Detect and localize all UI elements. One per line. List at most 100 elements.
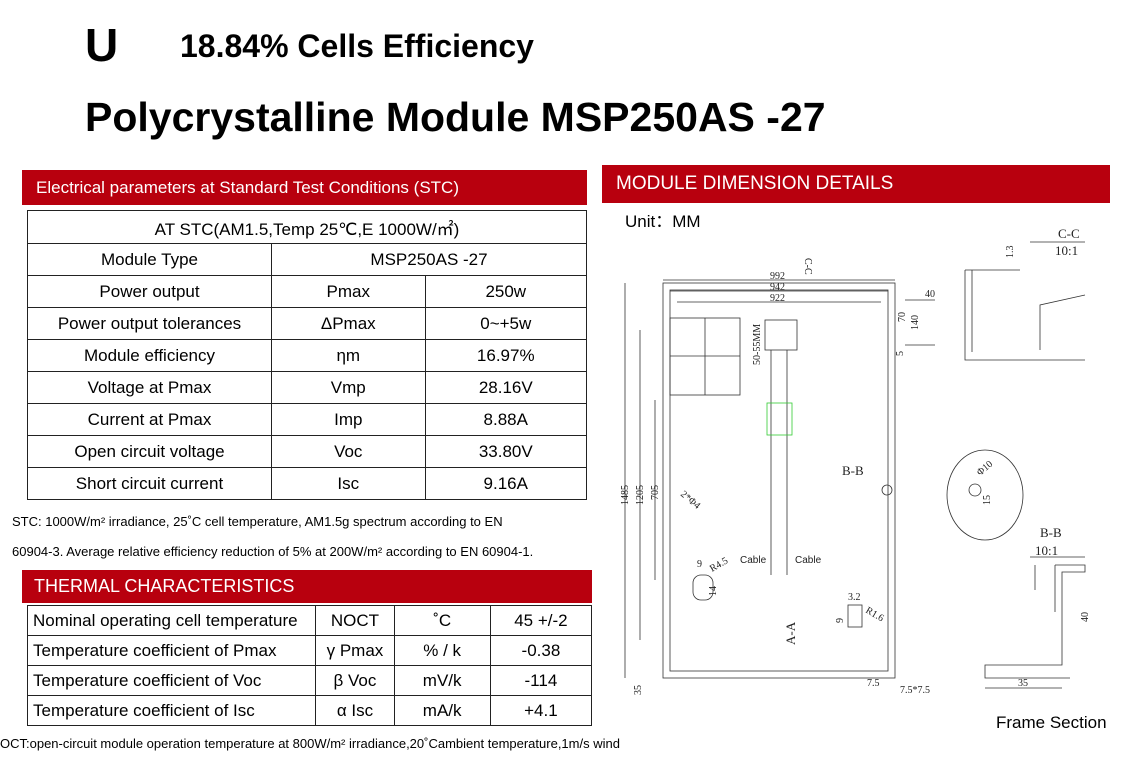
thermal-table: Nominal operating cell temperature NOCT ˚C… xyxy=(26,605,593,726)
cell: Vmp xyxy=(271,371,426,404)
cell: 28.16V xyxy=(424,371,588,404)
label: Cable xyxy=(740,555,767,566)
cell: mV/k xyxy=(393,665,491,696)
cell: 33.80V xyxy=(424,435,588,468)
row: Current at Pmax Imp 8.88A xyxy=(27,403,588,436)
cell: % / k xyxy=(393,635,491,666)
cell: Power output tolerances xyxy=(27,307,272,340)
label: 942 xyxy=(770,282,785,293)
title: Polycrystalline Module MSP250AS -27 xyxy=(85,94,826,140)
section-heading: THERMAL CHARACTERISTICS xyxy=(22,570,592,603)
section-heading: MODULE DIMENSION DETAILS xyxy=(602,165,1110,203)
row: Temperature coefficient of Voc β Voc mV/k -… xyxy=(26,665,593,696)
cell: ˚C xyxy=(393,605,491,636)
label: 1485 xyxy=(620,485,631,505)
label: 40 xyxy=(1080,612,1091,622)
label: 7.5*7.5 xyxy=(900,685,930,696)
label: 9 xyxy=(697,559,702,570)
cell: β Voc xyxy=(315,665,395,696)
logo: U xyxy=(85,19,119,71)
cell: NOCT xyxy=(315,605,395,636)
cell: Current at Pmax xyxy=(27,403,272,436)
cell: Module Type xyxy=(27,243,272,276)
cell: 45 +/-2 xyxy=(489,605,593,636)
footnote: OCT:open-circuit module operation temper… xyxy=(0,736,620,751)
label: 922 xyxy=(770,293,785,304)
cell: Temperature coefficient of Pmax xyxy=(26,635,317,666)
label: C-C xyxy=(1058,226,1080,241)
cell: Open circuit voltage xyxy=(27,435,272,468)
cell: Temperature coefficient of Isc xyxy=(26,695,317,726)
cell: -0.38 xyxy=(489,635,593,666)
condition: AT STC(AM1.5,Temp 25℃,E 1000W/㎡) xyxy=(27,210,587,244)
cell: 0~+5w xyxy=(424,307,588,340)
cell: γ Pmax xyxy=(315,635,395,666)
cell: Isc xyxy=(271,467,426,500)
label: B-B xyxy=(1040,525,1062,540)
label: 1.3 xyxy=(1005,246,1016,259)
cell: ηm xyxy=(271,339,426,372)
cell: Module efficiency xyxy=(27,339,272,372)
label: Cable xyxy=(795,555,822,566)
label: 705 xyxy=(650,485,661,500)
label: 35 xyxy=(1018,678,1028,689)
label: 40 xyxy=(925,289,935,300)
subtitle: 18.84% Cells Efficiency xyxy=(180,28,534,64)
cell: 8.88A xyxy=(424,403,588,436)
label: 7.5 xyxy=(867,678,880,689)
unit: Unit：MM xyxy=(625,212,701,231)
cell: Nominal operating cell temperature xyxy=(26,605,317,636)
cell: ΔPmax xyxy=(271,307,426,340)
row: Voltage at Pmax Vmp 28.16V xyxy=(27,371,588,404)
caption: Frame Section xyxy=(996,713,1107,732)
label: 15 xyxy=(982,495,993,505)
label: 14 xyxy=(708,586,719,596)
cell: mA/k xyxy=(393,695,491,726)
cell: Short circuit current xyxy=(27,467,272,500)
electrical-table: AT STC(AM1.5,Temp 25℃,E 1000W/㎡) Module … xyxy=(27,210,588,500)
cell: Temperature coefficient of Voc xyxy=(26,665,317,696)
label: B-B xyxy=(842,463,864,478)
cell: +4.1 xyxy=(489,695,593,726)
label: 3.2 xyxy=(848,592,861,603)
label: 10:1 xyxy=(1035,543,1058,558)
label: 10:1 xyxy=(1055,243,1078,258)
label: 35 xyxy=(633,685,644,695)
cell: MSP250AS -27 xyxy=(271,243,587,276)
label: 9 xyxy=(835,618,846,623)
label: C-C xyxy=(802,258,813,275)
label: R1.6 xyxy=(864,605,886,624)
cell: Power output xyxy=(27,275,272,308)
label: 2*Φ4 xyxy=(678,489,702,512)
cell: Imp xyxy=(271,403,426,436)
row: Short circuit current Isc 9.16A xyxy=(27,467,588,500)
note: 60904-3. Average relative efficiency red… xyxy=(12,544,534,559)
cell: Voc xyxy=(271,435,426,468)
cell: Voltage at Pmax xyxy=(27,371,272,404)
cell: 16.97% xyxy=(424,339,588,372)
row: Nominal operating cell temperature NOCT ˚C… xyxy=(26,605,593,636)
label: 992 xyxy=(770,271,785,282)
row: Module efficiency ηm 16.97% xyxy=(27,339,588,372)
label: Φ10 xyxy=(975,459,995,479)
label: 50-55MM xyxy=(752,324,763,365)
label: R4.5 xyxy=(708,555,730,574)
row: Temperature coefficient of Isc α Isc mA/k +… xyxy=(26,695,593,726)
dimension-drawing: C-C 10:1 992 942 922 40 70 140 5 50-55MM… xyxy=(620,226,1091,696)
label: 1205 xyxy=(635,485,646,505)
label: 5 xyxy=(895,351,906,356)
row: Power output tolerances ΔPmax 0~+5w xyxy=(27,307,588,340)
label: 140 xyxy=(910,315,921,330)
section-heading: Electrical parameters at Standard Test C… xyxy=(22,170,587,205)
label: 70 xyxy=(897,312,908,322)
cell: 9.16A xyxy=(424,467,588,500)
cell: Pmax xyxy=(271,275,426,308)
note: STC: 1000W/m² irradiance, 25˚C cell temp… xyxy=(12,514,503,529)
cell: -114 xyxy=(489,665,593,696)
row: Open circuit voltage Voc 33.80V xyxy=(27,435,588,468)
row: Power output Pmax 250w xyxy=(27,275,588,308)
cell: 250w xyxy=(424,275,588,308)
row: Temperature coefficient of Pmax γ Pmax% /… xyxy=(26,635,593,666)
label: A-A xyxy=(783,621,798,645)
